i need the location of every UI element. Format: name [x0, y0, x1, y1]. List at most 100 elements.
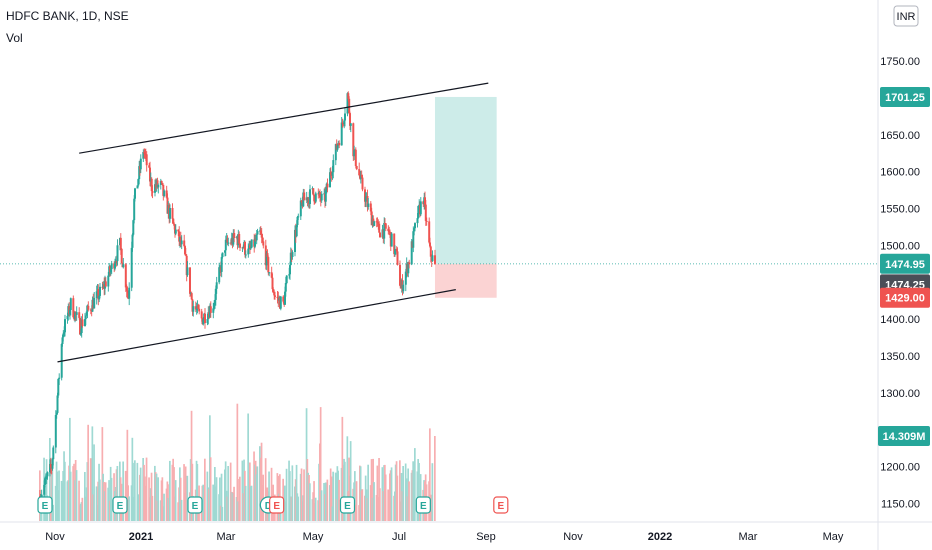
candle [138, 160, 141, 185]
volume-bar [107, 487, 109, 521]
candle [270, 266, 273, 279]
candle [104, 277, 107, 288]
volume-bar [84, 472, 86, 521]
candle [244, 250, 247, 259]
volume-bar [361, 489, 364, 521]
volume-bar [93, 444, 95, 521]
volume-bar [338, 479, 340, 521]
candle [353, 145, 356, 161]
candle [75, 306, 78, 321]
volume-bar [402, 466, 404, 521]
candle [194, 301, 197, 313]
earnings-marker[interactable]: E [37, 496, 53, 514]
time-tick-label: 2021 [129, 531, 153, 543]
svg-text:14.309M: 14.309M [883, 431, 926, 443]
candle [390, 232, 393, 247]
candle [87, 301, 90, 312]
volume-bar [382, 491, 384, 521]
candle [313, 194, 316, 205]
volume-bar [233, 486, 235, 521]
earnings-marker[interactable]: E [112, 496, 128, 514]
candle [419, 197, 422, 216]
volume-bar [122, 461, 124, 521]
volume-bar [346, 436, 349, 521]
price-tick-label: 1400.00 [880, 314, 920, 326]
candle [273, 289, 276, 300]
candle [165, 185, 168, 199]
volume-bar [429, 428, 431, 521]
volume-bar [302, 495, 304, 521]
candle [57, 378, 60, 398]
svg-text:E: E [192, 501, 199, 512]
volume-bar [167, 497, 169, 521]
price-tick-label: 1600.00 [880, 167, 920, 179]
price-badge: 1474.95 [880, 253, 930, 274]
earnings-marker[interactable]: E [415, 496, 431, 514]
candle [226, 235, 229, 246]
time-axis-labels[interactable]: Nov 2021 Mar May Jul Sep Nov 2022 Mar May [45, 531, 844, 543]
volume-bar [215, 477, 218, 521]
candle [408, 259, 411, 269]
candle [69, 297, 72, 316]
volume-bar [104, 482, 107, 521]
candle [378, 221, 381, 233]
volume-bar [64, 461, 66, 521]
volume-bar [359, 466, 362, 521]
earnings-marker[interactable]: E [269, 496, 285, 514]
volume-bar [91, 426, 94, 521]
candle [373, 220, 376, 227]
volume-bar [367, 464, 369, 521]
volume-bar [79, 503, 82, 521]
volume-bar [289, 496, 292, 521]
candle [180, 235, 183, 250]
candle [148, 162, 151, 169]
currency-button[interactable] [893, 5, 919, 27]
volume-bar [136, 462, 139, 521]
volume-bar [81, 497, 84, 521]
volume-bar [159, 500, 162, 521]
volume-bar [373, 482, 375, 521]
trendlines[interactable] [57, 82, 489, 363]
lower-channel-trendline[interactable] [57, 289, 456, 363]
volume-bar [212, 484, 214, 521]
volume-bar [110, 477, 113, 521]
candle [254, 235, 256, 249]
price-tick-label: 1150.00 [881, 499, 920, 511]
candle [348, 96, 351, 115]
volume-bar [262, 474, 264, 521]
candle [84, 315, 87, 326]
volume-bar [132, 496, 134, 521]
candle [360, 170, 363, 179]
candle [297, 213, 300, 220]
earnings-marker[interactable]: E [493, 496, 509, 514]
price-tick-label: 1350.00 [880, 351, 920, 363]
volume-bar [354, 504, 357, 521]
volume-bar [220, 473, 223, 521]
candle [402, 280, 405, 294]
volume-bar [191, 463, 194, 521]
volume-bar [349, 441, 352, 521]
volume-bars [39, 403, 436, 521]
target-zone[interactable] [434, 96, 497, 264]
candle [190, 291, 193, 300]
stop-zone[interactable] [434, 263, 497, 298]
volume-bar [242, 493, 244, 521]
volume-bar [268, 471, 270, 521]
candle [303, 189, 306, 201]
earnings-marker[interactable]: E [187, 496, 203, 514]
time-tick-label: Nov [563, 531, 583, 543]
earnings-marker[interactable]: E [339, 496, 356, 514]
volume-bar [320, 490, 323, 521]
volume-bar [84, 496, 87, 521]
volume-bar [177, 502, 179, 521]
candle [367, 198, 370, 210]
upper-channel-trendline[interactable] [79, 82, 489, 154]
volume-bar [134, 460, 136, 521]
volume-bar [342, 464, 344, 521]
candle [379, 232, 381, 238]
candle [431, 250, 434, 262]
candle [184, 248, 187, 257]
volume-bar [364, 475, 367, 521]
